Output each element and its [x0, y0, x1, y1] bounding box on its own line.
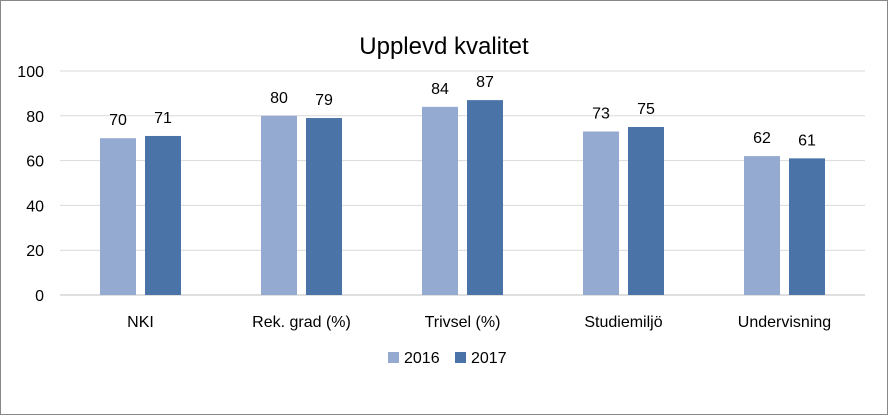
y-tick-label: 40: [26, 198, 44, 215]
legend-swatch: [455, 352, 466, 363]
data-labels: 70 71 80 79 84 87 73 75 62 61: [109, 74, 816, 149]
x-tick-label: Studiemiljö: [584, 314, 662, 331]
data-label: 73: [592, 105, 610, 122]
data-label: 75: [637, 101, 655, 118]
data-label: 84: [431, 81, 449, 98]
x-tick-label: NKI: [127, 314, 154, 331]
y-tick-label: 60: [26, 154, 44, 171]
data-label: 79: [315, 92, 333, 109]
y-tick-label: 0: [35, 288, 44, 305]
bar-2017: [467, 100, 503, 296]
x-tick-label: Rek. grad (%): [252, 314, 351, 331]
gridlines: [60, 70, 865, 296]
legend-label: 2017: [471, 350, 507, 367]
x-tick-label: Trivsel (%): [425, 314, 501, 331]
bar-2016: [100, 138, 136, 295]
y-axis-ticks: 0 20 40 60 80 100: [17, 64, 44, 305]
y-tick-label: 80: [26, 109, 44, 126]
data-label: 80: [270, 90, 288, 107]
bar-2017: [306, 118, 342, 295]
bar-2016: [422, 106, 458, 295]
bar-2016: [261, 115, 297, 295]
data-label: 71: [154, 110, 172, 127]
x-tick-label: Undervisning: [738, 314, 831, 331]
x-axis-ticks: NKI Rek. grad (%) Trivsel (%) Studiemiljö Un…: [127, 314, 831, 331]
legend-label: 2016: [404, 350, 440, 367]
y-tick-label: 20: [26, 243, 44, 260]
data-label: 62: [753, 130, 771, 147]
legend: 2016 2017: [388, 350, 507, 367]
data-label: 70: [109, 112, 127, 129]
bar-2017: [145, 135, 181, 295]
bars: [100, 100, 825, 296]
bar-2016: [744, 156, 780, 295]
bar-2017: [628, 127, 664, 295]
data-label: 61: [798, 132, 816, 149]
bar-2017: [789, 158, 825, 295]
data-label: 87: [476, 74, 494, 91]
y-tick-label: 100: [17, 64, 44, 81]
chart-title: Upplevd kvalitet: [359, 33, 529, 60]
legend-swatch: [388, 352, 399, 363]
bar-2016: [583, 131, 619, 295]
